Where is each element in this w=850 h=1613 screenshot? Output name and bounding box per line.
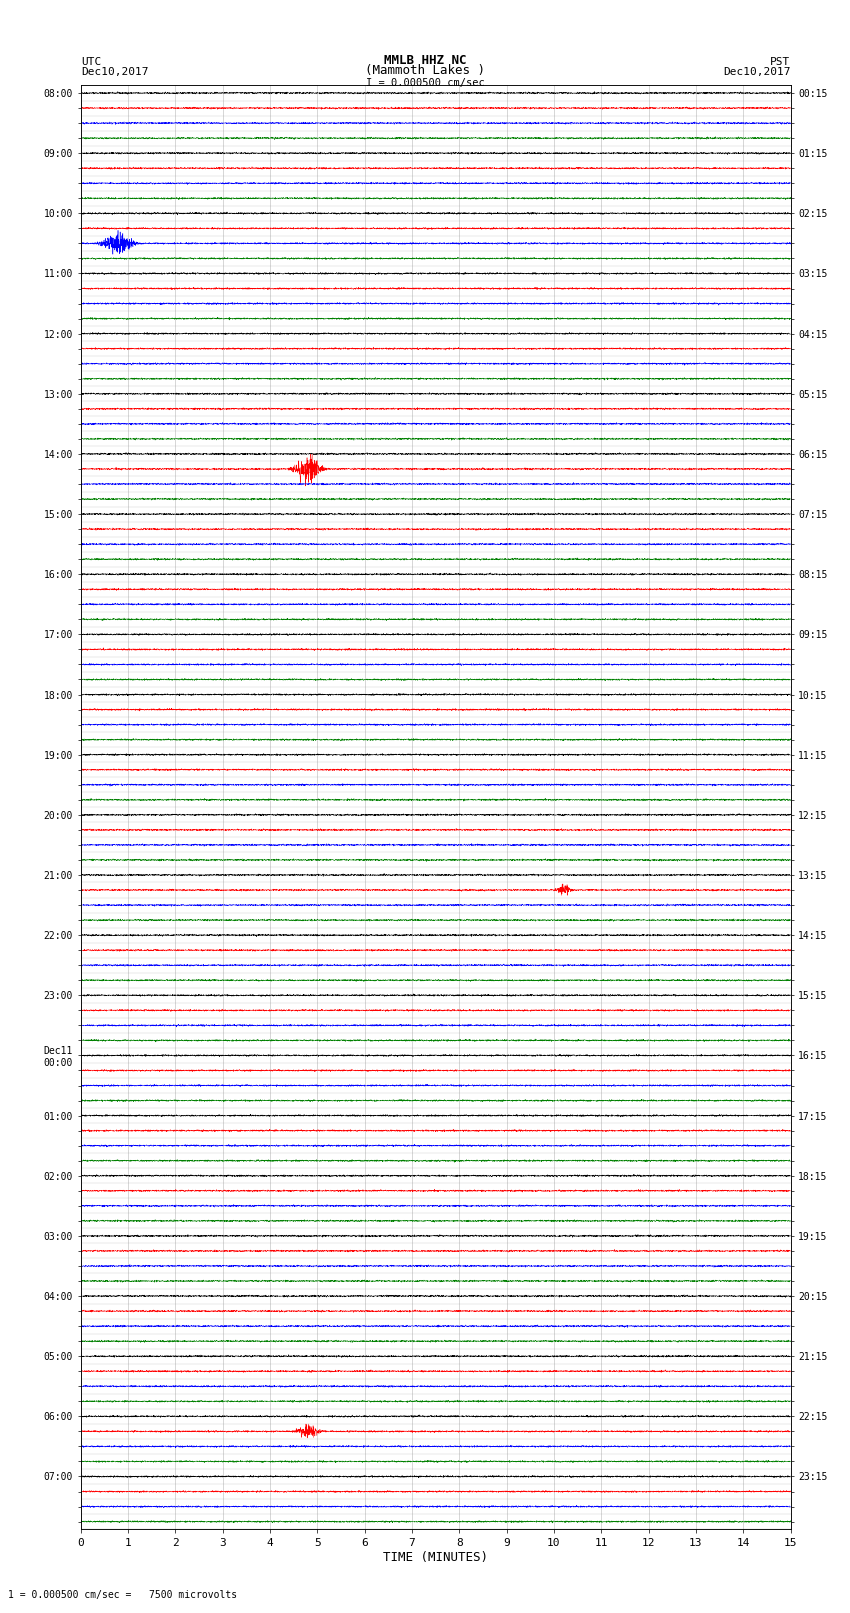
Text: 1 = 0.000500 cm/sec =   7500 microvolts: 1 = 0.000500 cm/sec = 7500 microvolts xyxy=(8,1590,238,1600)
Text: I = 0.000500 cm/sec: I = 0.000500 cm/sec xyxy=(366,77,484,87)
Text: (Mammoth Lakes ): (Mammoth Lakes ) xyxy=(365,65,485,77)
Text: UTC: UTC xyxy=(81,56,101,66)
Text: Dec10,2017: Dec10,2017 xyxy=(81,68,148,77)
Text: MMLB HHZ NC: MMLB HHZ NC xyxy=(383,53,467,66)
X-axis label: TIME (MINUTES): TIME (MINUTES) xyxy=(383,1552,488,1565)
Text: PST: PST xyxy=(770,56,790,66)
Text: Dec10,2017: Dec10,2017 xyxy=(723,68,791,77)
